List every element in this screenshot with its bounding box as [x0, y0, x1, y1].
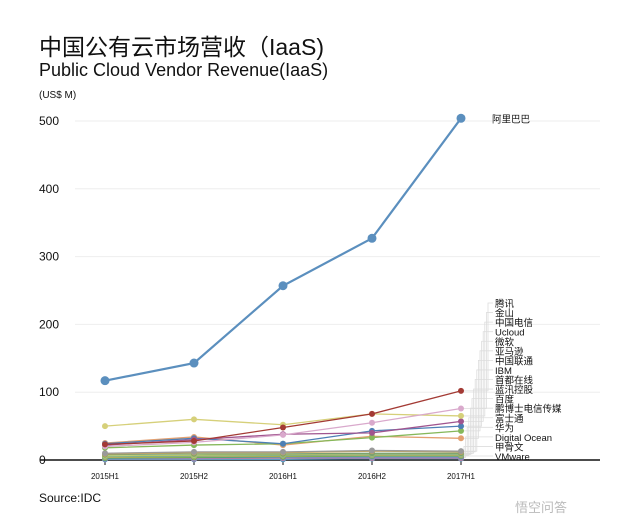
- data-point: [191, 438, 197, 445]
- series-label: 金山: [495, 308, 514, 320]
- series-label: 鹏博士电信传媒: [495, 403, 562, 415]
- leader-line: [461, 359, 493, 439]
- leader-line: [461, 398, 493, 455]
- data-point: [369, 429, 375, 436]
- series-label: VMware: [495, 452, 530, 463]
- chart-title: 中国公有云市场营收（IaaS): [39, 34, 324, 60]
- data-point: [191, 448, 197, 455]
- series-label: 百度: [495, 394, 515, 406]
- data-point: [102, 423, 108, 430]
- series-label: 甲骨文: [495, 441, 524, 453]
- series-label: Digital Ocean: [495, 433, 552, 444]
- leader-line: [461, 321, 493, 417]
- x-tick-label: 2017H1: [447, 472, 476, 481]
- y-tick-label: 500: [39, 114, 59, 128]
- x-tick-label: 2016H1: [269, 472, 298, 481]
- data-point: [458, 448, 464, 455]
- leader-line: [461, 302, 493, 392]
- x-tick-label: 2015H2: [180, 472, 209, 481]
- data-point: [458, 405, 464, 412]
- leader-line: [461, 379, 493, 453]
- series-label: Ucloud: [495, 328, 525, 339]
- data-point: [458, 418, 464, 425]
- series-label: IBM: [495, 366, 512, 377]
- series-label: 中国电信: [495, 317, 533, 329]
- y-tick-label: 300: [39, 250, 59, 264]
- watermark-logo: 悟空问答: [515, 500, 568, 515]
- data-point: [367, 233, 377, 243]
- data-point: [280, 431, 286, 438]
- leader-line: [461, 340, 493, 427]
- data-point: [369, 447, 375, 454]
- data-point: [102, 441, 108, 448]
- data-point: [458, 423, 464, 430]
- data-point: [280, 424, 286, 431]
- data-point: [458, 387, 464, 394]
- y-tick-label: 200: [39, 317, 59, 331]
- data-point: [458, 412, 464, 419]
- series-label: 亚马逊: [495, 347, 524, 358]
- data-point: [280, 440, 286, 447]
- series-label: 华为: [495, 422, 514, 434]
- chart-subtitle: Public Cloud Vendor Revenue(IaaS): [39, 60, 329, 80]
- series-label: 阿里巴巴: [492, 114, 530, 125]
- series-label: 富士通: [495, 413, 524, 425]
- data-point: [189, 358, 199, 368]
- series-line: [104, 117, 462, 382]
- data-point: [369, 434, 375, 441]
- data-point: [280, 448, 286, 455]
- series-label: 中国联通: [495, 355, 534, 367]
- data-point: [369, 410, 375, 417]
- data-point: [191, 416, 197, 423]
- data-point: [369, 419, 375, 426]
- series-label: 腾讯: [495, 298, 515, 310]
- data-point: [458, 435, 464, 442]
- data-point: [102, 450, 108, 457]
- data-point: [278, 281, 288, 291]
- series-label: 蓝汛控股: [495, 384, 534, 396]
- y-tick-label: 400: [39, 182, 59, 196]
- series-label: 微软: [495, 336, 515, 348]
- data-point: [458, 427, 464, 434]
- series-label: 首都在线: [495, 375, 534, 387]
- x-tick-label: 2016H2: [358, 472, 387, 481]
- source-note: Source:IDC: [39, 491, 102, 505]
- data-point: [100, 376, 110, 386]
- data-point: [456, 113, 466, 123]
- y-axis-unit: (US$ M): [39, 90, 77, 101]
- y-tick-label: 100: [39, 385, 59, 399]
- x-tick-label: 2015H1: [91, 472, 120, 481]
